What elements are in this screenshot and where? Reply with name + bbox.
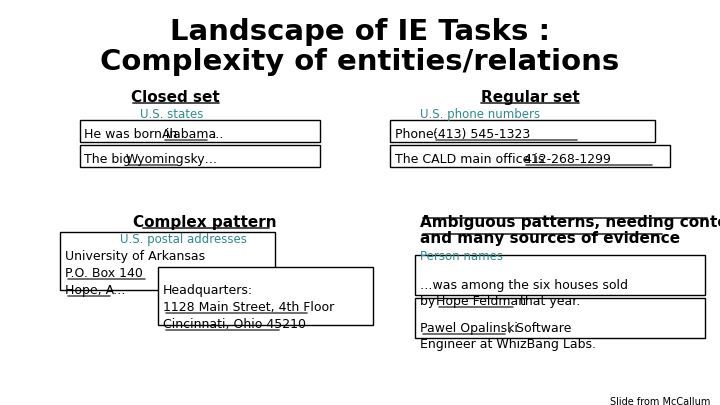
Text: Complexity of entities/relations: Complexity of entities/relations — [100, 48, 620, 76]
Text: that year.: that year. — [516, 295, 580, 308]
Text: by: by — [420, 295, 439, 308]
Text: The big: The big — [84, 153, 135, 166]
FancyBboxPatch shape — [390, 145, 670, 167]
Text: Hope, A: Hope, A — [65, 284, 114, 297]
Text: P.O. Box 140: P.O. Box 140 — [65, 267, 143, 280]
Text: Alabama: Alabama — [162, 128, 217, 141]
Text: Ambiguous patterns, needing context: Ambiguous patterns, needing context — [420, 215, 720, 230]
FancyBboxPatch shape — [415, 255, 705, 295]
Text: He was born in: He was born in — [84, 128, 181, 141]
Text: Engineer at WhizBang Labs.: Engineer at WhizBang Labs. — [420, 338, 596, 351]
FancyBboxPatch shape — [60, 232, 275, 290]
Text: Hope Feldman: Hope Feldman — [436, 295, 526, 308]
Text: and many sources of evidence: and many sources of evidence — [420, 231, 680, 246]
Text: Cincinnati, Ohio 45210: Cincinnati, Ohio 45210 — [163, 318, 306, 331]
Text: Complex pattern: Complex pattern — [133, 215, 276, 230]
Text: Pawel Opalinski: Pawel Opalinski — [420, 322, 518, 335]
FancyBboxPatch shape — [158, 267, 373, 325]
Text: U.S. postal addresses: U.S. postal addresses — [120, 233, 247, 246]
Text: Landscape of IE Tasks :: Landscape of IE Tasks : — [170, 18, 550, 46]
Text: Wyoming: Wyoming — [126, 153, 184, 166]
Text: Slide from McCallum: Slide from McCallum — [610, 397, 710, 405]
FancyBboxPatch shape — [390, 120, 655, 142]
Text: …: … — [112, 284, 125, 297]
Text: U.S. states: U.S. states — [140, 108, 203, 121]
Text: University of Arkansas: University of Arkansas — [65, 250, 205, 263]
Text: Phone:: Phone: — [395, 128, 442, 141]
Text: Headquarters:: Headquarters: — [163, 284, 253, 297]
Text: Person names: Person names — [420, 250, 503, 263]
Text: sky…: sky… — [180, 153, 217, 166]
Text: U.S. phone numbers: U.S. phone numbers — [420, 108, 540, 121]
FancyBboxPatch shape — [80, 120, 320, 142]
Text: …was among the six houses sold: …was among the six houses sold — [420, 279, 628, 292]
FancyBboxPatch shape — [415, 298, 705, 338]
Text: 412-268-1299: 412-268-1299 — [523, 153, 611, 166]
FancyBboxPatch shape — [80, 145, 320, 167]
Text: Regular set: Regular set — [481, 90, 580, 105]
Text: Closed set: Closed set — [130, 90, 220, 105]
Text: , Software: , Software — [508, 322, 572, 335]
Text: 1128 Main Street, 4th Floor: 1128 Main Street, 4th Floor — [163, 301, 334, 314]
Text: (413) 545-1323: (413) 545-1323 — [433, 128, 530, 141]
Text: The CALD main office is: The CALD main office is — [395, 153, 552, 166]
Text: …: … — [210, 128, 222, 141]
